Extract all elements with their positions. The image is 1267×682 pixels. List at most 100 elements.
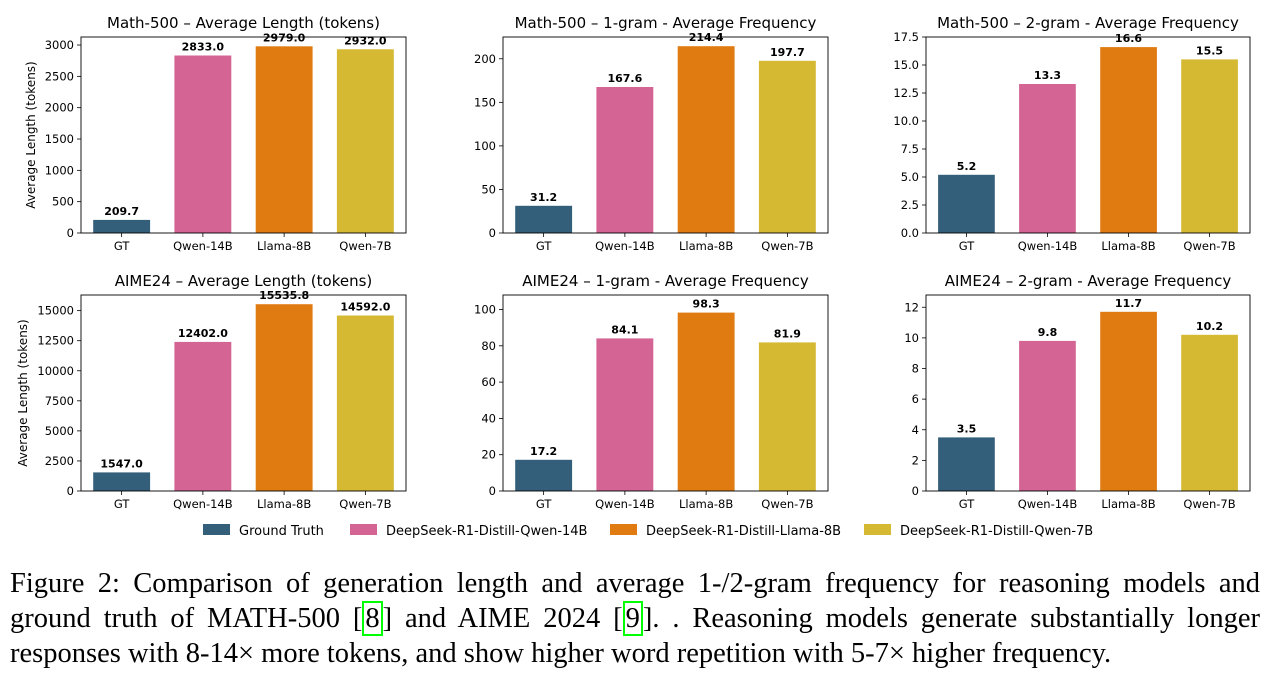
bar-gt	[93, 219, 151, 233]
y-tick-label: 80	[481, 339, 496, 353]
y-tick-label: 15.0	[893, 58, 919, 72]
y-tick-label: 0	[489, 484, 496, 498]
bar-value-label: 3.5	[957, 422, 977, 435]
x-tick-label: Qwen-7B	[339, 497, 391, 511]
bar-gt	[938, 174, 995, 233]
chart-panel-2: 31.2 GT 167.6 Qwen-14B 214.4 Llama-8B 197.7 Qwe…	[474, 14, 829, 253]
y-tick-label: 500	[52, 195, 74, 209]
y-tick-label: 6	[912, 392, 919, 406]
legend-label: DeepSeek-R1-Distill-Qwen-7B	[900, 524, 1093, 539]
plot-frame	[502, 36, 829, 234]
legend-swatch	[864, 524, 891, 535]
x-tick-label: Qwen-7B	[339, 239, 391, 253]
bar-qwen-7b	[336, 315, 394, 491]
y-tick-label: 0	[67, 484, 74, 498]
bar-value-label: 167.6	[607, 72, 642, 85]
bar-qwen-14b	[596, 87, 654, 233]
legend-swatch	[350, 524, 377, 535]
bar-value-label: 84.1	[611, 323, 638, 336]
y-tick-label: 17.5	[893, 30, 919, 44]
bar-llama-8b	[255, 46, 313, 233]
x-tick-label: GT	[114, 239, 131, 253]
bar-qwen-7b	[758, 60, 816, 233]
x-tick-label: Qwen-14B	[173, 239, 233, 253]
y-tick-label: 12	[904, 300, 919, 314]
y-tick-label: 100	[474, 139, 496, 153]
chart-title: Math-500 – 2-gram - Average Frequency	[937, 14, 1239, 32]
x-tick-label: Qwen-14B	[1018, 497, 1078, 511]
y-tick-label: 150	[474, 95, 496, 109]
bar-value-label: 12402.0	[178, 327, 228, 340]
plot-frame	[925, 36, 1251, 234]
y-tick-label: 10	[904, 331, 919, 345]
plot-frame	[80, 36, 407, 234]
chart-panel-4: 1547.0 GT 12402.0 Qwen-14B 15535.8 Llama-8B 14…	[16, 272, 407, 511]
citation-link-9[interactable]: 9	[622, 601, 643, 636]
bar-llama-8b	[1100, 311, 1157, 491]
chart-title: Math-500 – 1-gram - Average Frequency	[515, 14, 817, 32]
y-tick-label: 15000	[37, 304, 74, 318]
chart-panel-3: 5.2 GT 13.3 Qwen-14B 16.6 Llama-8B 15.5 Qwen-7B…	[893, 14, 1251, 253]
y-tick-label: 100	[474, 303, 496, 317]
caption-text-2: ] and AIME 2024 [	[382, 603, 623, 634]
y-tick-label: 0	[67, 226, 74, 240]
x-tick-label: Qwen-7B	[1183, 497, 1235, 511]
y-tick-label: 5000	[45, 424, 74, 438]
x-tick-label: GT	[536, 239, 553, 253]
chart-panel-5: 17.2 GT 84.1 Qwen-14B 98.3 Llama-8B 81.9 Qwen-7…	[474, 272, 829, 511]
bar-llama-8b	[1100, 47, 1157, 233]
legend-label: Ground Truth	[239, 524, 324, 539]
x-tick-label: Qwen-14B	[595, 239, 655, 253]
y-tick-label: 2	[912, 453, 919, 467]
bar-gt	[515, 459, 573, 491]
chart-title: AIME24 – 1-gram - Average Frequency	[522, 272, 809, 290]
y-tick-label: 12.5	[893, 86, 919, 100]
figure-charts: 209.7 GT 2833.0 Qwen-14B 2979.0 Llama-8B 2932.…	[16, 14, 1251, 539]
y-tick-label: 200	[474, 52, 496, 66]
x-tick-label: Llama-8B	[679, 497, 733, 511]
bar-value-label: 2833.0	[182, 40, 225, 53]
caption-text-1: Figure 2: Comparison of generation lengt…	[10, 568, 1260, 634]
y-tick-label: 2500	[45, 454, 74, 468]
y-tick-label: 4	[912, 423, 919, 437]
y-tick-label: 10000	[37, 364, 74, 378]
bar-gt	[93, 472, 151, 491]
y-tick-label: 3000	[45, 38, 74, 52]
citation-link-8[interactable]: 8	[362, 601, 383, 636]
y-tick-label: 8	[912, 362, 919, 376]
x-tick-label: GT	[959, 239, 976, 253]
x-tick-label: Qwen-7B	[761, 497, 813, 511]
bar-llama-8b	[677, 46, 735, 234]
y-tick-label: 0	[912, 484, 919, 498]
bar-value-label: 15.5	[1196, 44, 1223, 57]
chart-title: AIME24 – 2-gram - Average Frequency	[945, 272, 1232, 290]
y-tick-label: 5.0	[901, 170, 919, 184]
chart-title: Math-500 – Average Length (tokens)	[107, 14, 380, 32]
y-tick-label: 1500	[45, 132, 74, 146]
bar-gt	[938, 437, 995, 491]
caption-text-3: ]. . Reasoning models generate substanti…	[10, 603, 1260, 669]
chart-panel-6: 3.5 GT 9.8 Qwen-14B 11.7 Llama-8B 10.2 Qwen-7B 0…	[904, 272, 1251, 511]
plot-frame	[80, 294, 407, 492]
y-tick-label: 2500	[45, 69, 74, 83]
bar-value-label: 10.2	[1196, 320, 1223, 333]
bar-qwen-14b	[174, 55, 232, 233]
bar-value-label: 197.7	[770, 46, 805, 59]
y-tick-label: 40	[481, 411, 496, 425]
y-tick-label: 2000	[45, 101, 74, 115]
x-tick-label: Qwen-7B	[761, 239, 813, 253]
bar-value-label: 16.6	[1115, 32, 1142, 45]
bar-qwen-14b	[1019, 340, 1076, 491]
x-tick-label: Llama-8B	[679, 239, 733, 253]
figure-caption: Figure 2: Comparison of generation lengt…	[10, 566, 1260, 671]
y-tick-label: 0.0	[901, 226, 919, 240]
y-tick-label: 2.5	[901, 198, 919, 212]
x-tick-label: Qwen-14B	[1018, 239, 1078, 253]
y-axis-label: Average Length (tokens)	[24, 61, 38, 208]
x-tick-label: Llama-8B	[1101, 497, 1155, 511]
bar-value-label: 98.3	[693, 298, 720, 311]
bar-value-label: 17.2	[530, 445, 557, 458]
bar-value-label: 1547.0	[100, 457, 143, 470]
y-tick-label: 12500	[37, 334, 74, 348]
y-tick-label: 50	[481, 182, 496, 196]
